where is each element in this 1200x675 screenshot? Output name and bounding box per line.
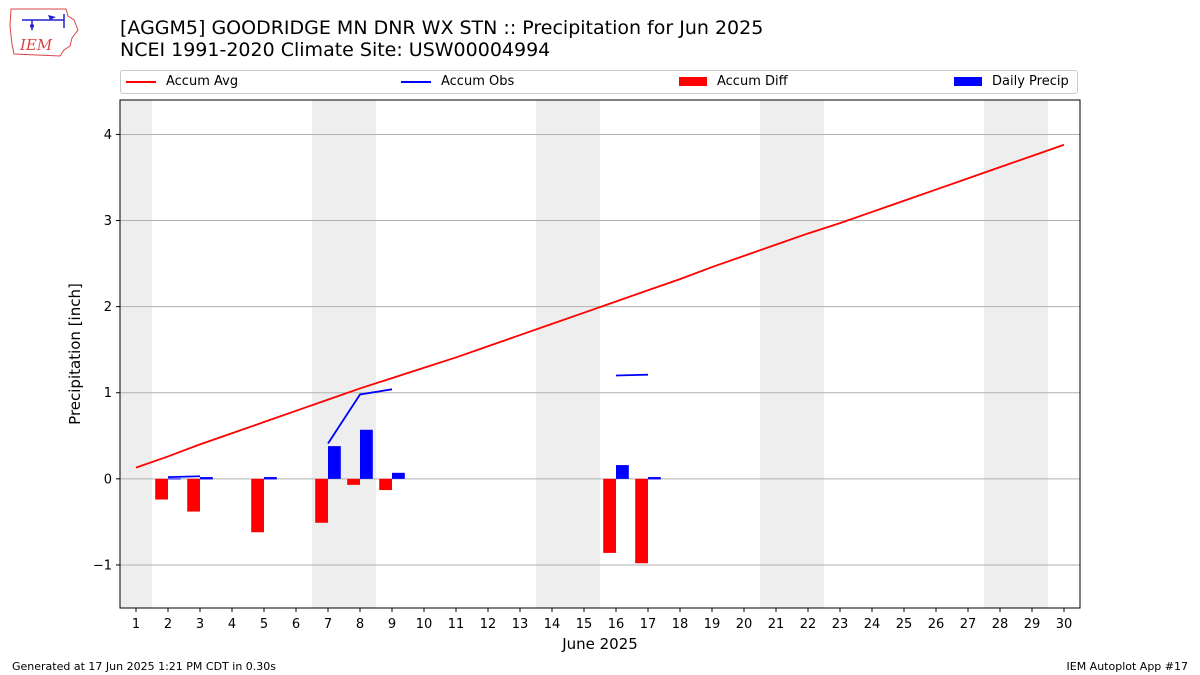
x-tick-label: 23 [832,617,849,632]
x-tick-label: 6 [292,617,300,632]
daily-precip-bar [648,478,661,480]
x-tick-label: 3 [196,617,204,632]
iem-logo: IEM [8,6,80,62]
legend-label-avg: Accum Avg [166,74,239,89]
accum-obs-line [615,373,649,377]
x-tick-label: 14 [544,617,561,632]
x-tick-label: 30 [1056,617,1073,632]
weekend-band [536,100,568,608]
daily-precip-bar [616,465,629,479]
x-tick-label: 1 [132,617,140,632]
accum-diff-bar [347,478,360,485]
weekend-shading [120,100,1048,608]
logo-text: IEM [19,36,53,54]
daily-precip-bar [360,429,373,479]
daily-precip-bar [168,478,181,480]
x-tick-label: 4 [228,617,236,632]
x-tick-label: 11 [448,617,465,632]
accum-diff-bar [635,478,648,564]
legend-item-accum-avg: Accum Avg [126,74,238,89]
accum-avg-line [135,143,1065,469]
iowa-map-icon: IEM [9,8,79,57]
bars [155,429,661,564]
x-tick-label: 18 [672,617,689,632]
x-tick-label: 29 [1024,617,1041,632]
legend-label-precip: Daily Precip [992,74,1069,89]
legend-item-accum-obs: Accum Obs [401,74,514,89]
y-tick-label: −1 [93,558,112,573]
footer-app: IEM Autoplot App #17 [1066,660,1189,673]
footer-generated: Generated at 17 Jun 2025 1:21 PM CDT in … [12,660,277,673]
x-tick-label: 27 [960,617,977,632]
x-tick-label: 24 [864,617,881,632]
x-tick-label: 16 [608,617,625,632]
x-tick-label: 26 [928,617,945,632]
chart-title: [AGGM5] GOODRIDGE MN DNR WX STN :: Preci… [120,17,764,39]
x-tick-label: 5 [260,617,268,632]
daily-precip-bar [328,446,341,479]
accum-diff-bar [315,478,328,523]
plot-frame [119,99,1081,609]
weekend-band [344,100,376,608]
x-tick-label: 9 [388,617,396,632]
x-tick-label: 28 [992,617,1009,632]
legend-label-obs: Accum Obs [441,74,515,89]
daily-precip-bar [200,478,213,480]
x-tick-label: 19 [704,617,721,632]
legend-item-accum-diff: Accum Diff [679,74,788,89]
y-tick-label: 3 [104,214,112,229]
legend-swatch-precip [954,77,982,86]
x-tick-label: 8 [356,617,364,632]
accum-diff-bar [251,478,264,533]
lines [135,143,1065,479]
chart-subtitle: NCEI 1991-2020 Climate Site: USW00004994 [120,39,551,61]
x-tick-label: 20 [736,617,753,632]
weekend-band [760,100,792,608]
x-tick-label: 13 [512,617,529,632]
x-tick-label: 21 [768,617,785,632]
x-tick-label: 25 [896,617,913,632]
accum-diff-bar [603,478,616,553]
legend: Accum Avg Accum Obs Accum Diff Daily Pre… [120,70,1078,94]
x-tick-label: 2 [164,617,172,632]
weekend-band [568,100,600,608]
weekend-band [984,100,1016,608]
legend-label-diff: Accum Diff [717,74,788,89]
legend-swatch-diff [679,77,707,86]
y-tick-label: 0 [104,472,112,487]
y-tick-label: 2 [104,300,112,315]
daily-precip-bar [392,472,405,479]
legend-item-daily-precip: Daily Precip [954,74,1069,89]
legend-swatch-avg [126,80,156,83]
accum-diff-bar [155,478,168,500]
x-tick-label: 12 [480,617,497,632]
y-axis-label: Precipitation [inch] [66,283,84,425]
accum-diff-bar [187,478,200,512]
y-tick-label: 4 [104,128,112,143]
weekend-band [120,100,152,608]
daily-precip-bar [264,478,277,480]
x-tick-label: 22 [800,617,817,632]
x-tick-label: 15 [576,617,593,632]
x-tick-label: 7 [324,617,332,632]
x-axis-label: June 2025 [561,635,638,653]
accum-diff-bar [379,478,392,491]
legend-swatch-obs [401,80,431,83]
x-tick-label: 17 [640,617,657,632]
weekend-band [792,100,824,608]
weekend-band [312,100,344,608]
weekend-band [1016,100,1048,608]
accum-obs-line [167,475,201,479]
y-tick-label: 1 [104,386,112,401]
accum-obs-line [327,388,393,445]
x-tick-label: 10 [416,617,433,632]
